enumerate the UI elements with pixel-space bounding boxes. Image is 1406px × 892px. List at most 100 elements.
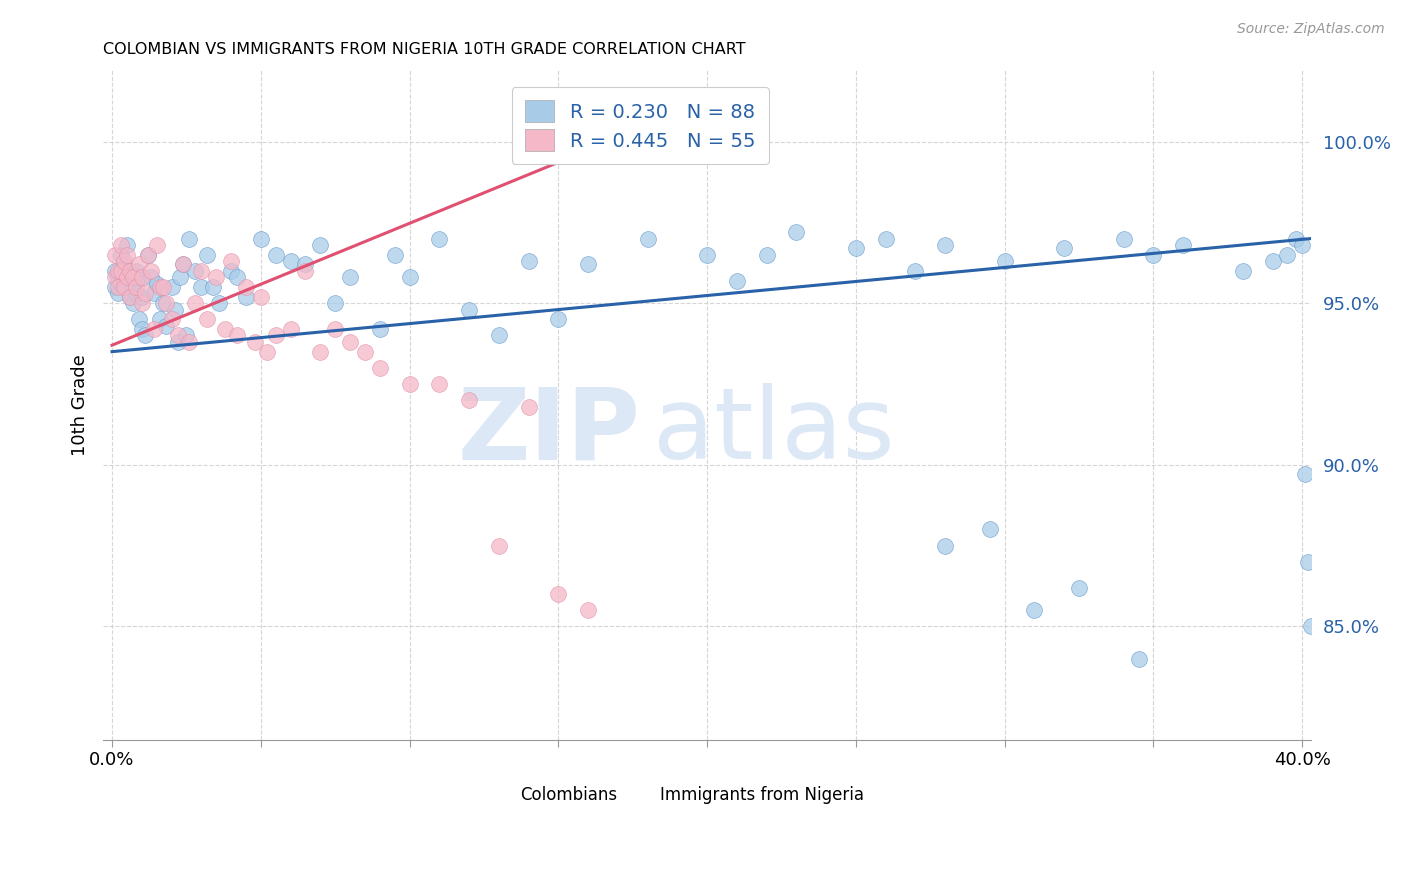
Point bbox=[256, 344, 278, 359]
Point bbox=[125, 264, 148, 278]
Point bbox=[166, 334, 188, 349]
Point bbox=[163, 302, 186, 317]
Point bbox=[488, 539, 510, 553]
Point bbox=[755, 248, 778, 262]
Point bbox=[142, 286, 165, 301]
Point bbox=[368, 322, 391, 336]
Point bbox=[145, 238, 167, 252]
Point bbox=[115, 248, 138, 262]
Point bbox=[1053, 241, 1076, 255]
Point bbox=[1261, 254, 1284, 268]
Point bbox=[155, 296, 177, 310]
Point bbox=[1173, 238, 1195, 252]
Point bbox=[149, 280, 172, 294]
Point bbox=[280, 322, 302, 336]
Text: Immigrants from Nigeria: Immigrants from Nigeria bbox=[659, 787, 863, 805]
Point bbox=[1277, 248, 1299, 262]
Point bbox=[219, 254, 242, 268]
Point bbox=[875, 231, 897, 245]
Point bbox=[190, 264, 212, 278]
Point bbox=[696, 248, 718, 262]
Point bbox=[934, 238, 956, 252]
Point bbox=[994, 254, 1017, 268]
Point bbox=[128, 270, 150, 285]
Point bbox=[160, 312, 183, 326]
Point bbox=[226, 328, 249, 343]
Point bbox=[184, 264, 207, 278]
Point bbox=[1232, 264, 1254, 278]
Point bbox=[184, 296, 207, 310]
Point bbox=[934, 539, 956, 553]
Point bbox=[131, 290, 153, 304]
Point bbox=[384, 248, 406, 262]
Point bbox=[107, 286, 129, 301]
Point bbox=[179, 231, 201, 245]
Point bbox=[190, 280, 212, 294]
Point bbox=[576, 603, 599, 617]
Point bbox=[547, 312, 569, 326]
Point bbox=[1291, 238, 1313, 252]
Point bbox=[235, 280, 257, 294]
Text: Colombians: Colombians bbox=[520, 787, 617, 805]
Point bbox=[115, 238, 138, 252]
Point bbox=[264, 328, 287, 343]
Point bbox=[118, 270, 141, 285]
Point bbox=[1294, 467, 1316, 482]
Point bbox=[176, 328, 198, 343]
Point bbox=[1142, 248, 1164, 262]
Point bbox=[845, 241, 868, 255]
Point bbox=[104, 264, 127, 278]
Y-axis label: 10th Grade: 10th Grade bbox=[72, 354, 89, 456]
Point bbox=[1296, 555, 1319, 569]
Point bbox=[134, 328, 156, 343]
Point bbox=[118, 264, 141, 278]
Point bbox=[125, 280, 148, 294]
Point bbox=[112, 280, 135, 294]
Point bbox=[110, 264, 132, 278]
Point bbox=[172, 257, 194, 271]
Point bbox=[139, 270, 162, 285]
Point bbox=[115, 264, 138, 278]
Point bbox=[112, 254, 135, 268]
Point bbox=[142, 322, 165, 336]
Point bbox=[488, 328, 510, 343]
Point bbox=[979, 523, 1001, 537]
Point bbox=[112, 257, 135, 271]
Point bbox=[785, 225, 807, 239]
Point bbox=[128, 312, 150, 326]
Point bbox=[725, 274, 748, 288]
Point bbox=[115, 270, 138, 285]
Point bbox=[323, 322, 346, 336]
Point bbox=[166, 328, 188, 343]
Point bbox=[1285, 231, 1308, 245]
Point bbox=[294, 264, 316, 278]
Point bbox=[323, 296, 346, 310]
Point bbox=[576, 257, 599, 271]
Point bbox=[1128, 652, 1150, 666]
Point bbox=[107, 280, 129, 294]
Point bbox=[110, 248, 132, 262]
Text: ZIP: ZIP bbox=[458, 384, 641, 480]
Point bbox=[398, 376, 420, 391]
Point bbox=[250, 290, 273, 304]
Point bbox=[339, 270, 361, 285]
Point bbox=[139, 264, 162, 278]
Point bbox=[179, 334, 201, 349]
Point bbox=[235, 290, 257, 304]
Point bbox=[131, 322, 153, 336]
Point bbox=[110, 264, 132, 278]
Point bbox=[104, 280, 127, 294]
Legend: R = 0.230   N = 88, R = 0.445   N = 55: R = 0.230 N = 88, R = 0.445 N = 55 bbox=[512, 87, 769, 164]
Point bbox=[152, 296, 174, 310]
Point bbox=[219, 264, 242, 278]
Point bbox=[280, 254, 302, 268]
Point bbox=[904, 264, 927, 278]
Point bbox=[1112, 231, 1135, 245]
Point bbox=[136, 248, 159, 262]
Point bbox=[145, 277, 167, 291]
Point bbox=[517, 400, 540, 414]
Point bbox=[149, 312, 172, 326]
Point bbox=[136, 248, 159, 262]
Point bbox=[208, 296, 231, 310]
Point bbox=[1067, 581, 1090, 595]
